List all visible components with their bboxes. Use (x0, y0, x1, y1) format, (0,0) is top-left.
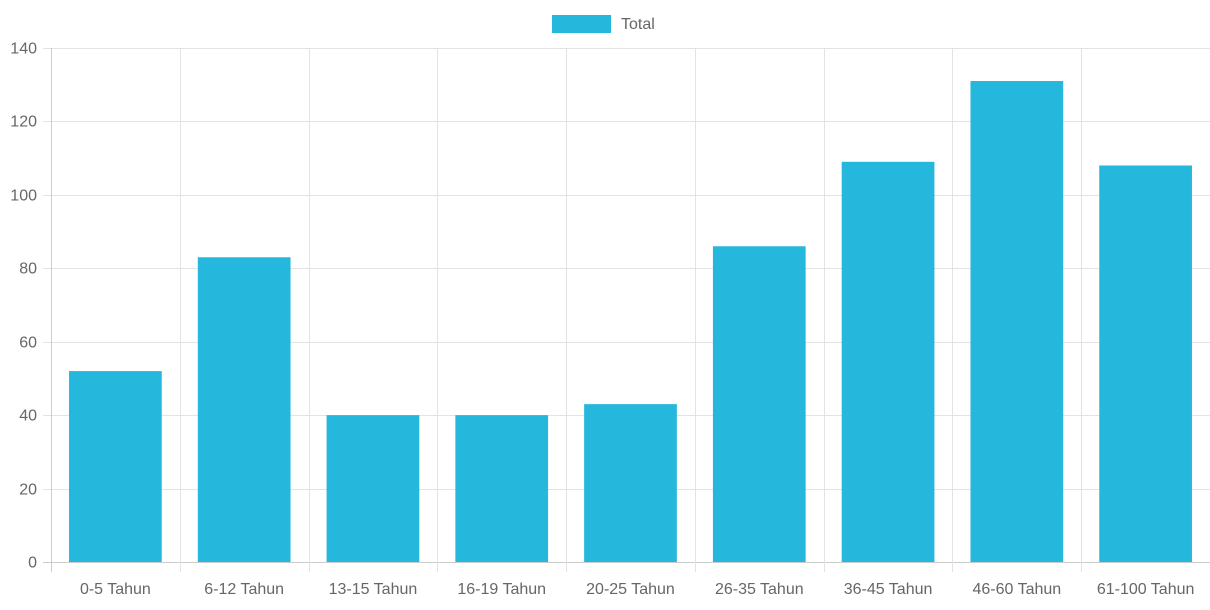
bar[interactable] (197, 257, 291, 562)
x-tick-label: 20-25 Tahun (586, 581, 675, 598)
y-tick-label: 120 (10, 114, 37, 131)
y-tick-label: 100 (10, 188, 37, 205)
x-tick-label: 36-45 Tahun (844, 581, 933, 598)
x-tick-label: 16-19 Tahun (457, 581, 546, 598)
bar[interactable] (1099, 165, 1192, 562)
axes: 0 20 40 60 80 100 120 140 0-5 Tahun 6-12 Tahun 13-… (10, 41, 1194, 599)
bars (69, 81, 1192, 563)
y-tick-label: 80 (19, 261, 37, 278)
x-tick-label: 46-60 Tahun (972, 581, 1061, 598)
legend[interactable]: Total (552, 15, 655, 33)
bar[interactable] (69, 371, 162, 562)
bar[interactable] (584, 404, 677, 562)
y-tick-label: 140 (10, 41, 37, 58)
y-tick-label: 60 (19, 335, 37, 352)
y-tick-label: 20 (19, 482, 37, 499)
legend-label[interactable]: Total (621, 16, 655, 33)
x-tick-label: 13-15 Tahun (329, 581, 418, 598)
bar[interactable] (970, 81, 1064, 563)
bar[interactable] (841, 161, 935, 563)
x-tick-label: 6-12 Tahun (204, 581, 284, 598)
x-tick-label: 26-35 Tahun (715, 581, 804, 598)
y-tick-label: 40 (19, 408, 37, 425)
bar[interactable] (455, 415, 549, 562)
x-tick-label: 0-5 Tahun (80, 581, 151, 598)
bar[interactable] (326, 415, 420, 562)
x-tick-label: 61-100 Tahun (1097, 581, 1195, 598)
bar[interactable] (712, 246, 806, 562)
legend-swatch[interactable] (552, 15, 611, 33)
y-tick-label: 0 (28, 555, 37, 572)
